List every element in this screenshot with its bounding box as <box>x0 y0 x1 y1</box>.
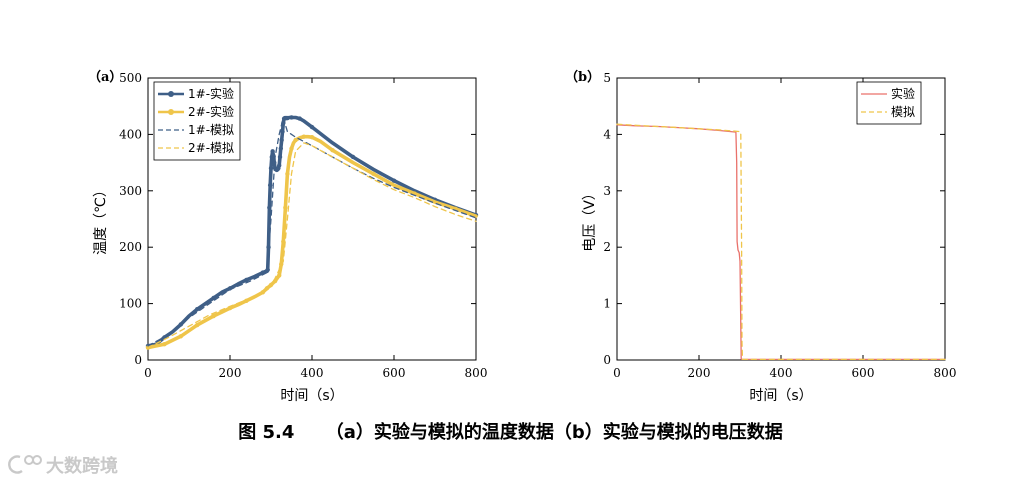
data-point-a-1 <box>178 334 183 339</box>
data-point-a-0 <box>278 146 284 151</box>
watermark-text: 大数跨境 <box>46 456 118 477</box>
data-point-a-1 <box>211 313 216 319</box>
watermark: 大数跨境 <box>8 452 118 478</box>
data-point-a-0 <box>244 277 249 283</box>
data-point-a-0 <box>391 178 397 183</box>
series-line-a-2 <box>147 116 477 347</box>
y-tick-label-b: 4 <box>603 127 611 141</box>
data-point-a-1 <box>281 239 286 244</box>
legend-label-a-0: 1#-实验 <box>188 86 234 101</box>
data-point-a-0 <box>270 149 275 154</box>
data-point-a-0 <box>289 115 294 120</box>
legend-label-a-1: 2#-实验 <box>188 104 234 119</box>
panel-label-a: （a） <box>88 69 122 85</box>
data-point-a-1 <box>195 322 200 328</box>
legend-marker-a-1 <box>168 109 174 115</box>
data-point-a-0 <box>279 137 284 143</box>
y-axis-label-a: 温度（℃） <box>93 183 109 255</box>
y-tick-label-b: 2 <box>603 240 611 254</box>
caption-text: （a）实验与模拟的温度数据（b）实验与模拟的电压数据 <box>325 422 783 443</box>
data-point-a-1 <box>283 205 288 210</box>
x-tick-label-b: 600 <box>852 366 875 380</box>
data-point-a-1 <box>289 146 294 151</box>
y-tick-label-a: 300 <box>119 184 142 198</box>
data-point-a-1 <box>293 137 298 143</box>
panel-a: 0 200 400 600 800 0 100 200 300 400 500 时间（s） 温度（℃） （… <box>88 69 487 404</box>
legend-label-a-2: 1#-模拟 <box>188 123 234 137</box>
data-point-a-0 <box>285 115 290 121</box>
x-tick-label-a: 600 <box>383 366 406 380</box>
caption-figure-number: 图 5.4 <box>238 422 295 443</box>
figure-caption: 图 5.4 （a）实验与模拟的温度数据（b）实验与模拟的电压数据 <box>0 418 1021 444</box>
y-tick-label-a: 0 <box>134 353 142 367</box>
legend-marker-a-0 <box>168 91 174 97</box>
data-point-a-1 <box>162 342 167 347</box>
watermark-logo-icon <box>8 455 42 474</box>
series-line-a-3 <box>147 142 477 349</box>
data-point-a-0 <box>267 182 273 188</box>
y-tick-label-b: 0 <box>603 353 611 367</box>
x-tick-label-a: 400 <box>301 366 324 380</box>
legend-label-a-3: 2#-模拟 <box>188 141 234 155</box>
x-tick-label-b: 400 <box>770 366 793 380</box>
data-point-a-1 <box>309 135 315 140</box>
y-tick-label-a: 200 <box>119 240 142 254</box>
data-point-a-0 <box>268 166 274 171</box>
y-tick-label-b: 5 <box>603 71 611 85</box>
x-tick-label-a: 200 <box>219 366 242 380</box>
legend-label-b-0: 实验 <box>891 86 915 101</box>
data-point-a-0 <box>309 124 315 130</box>
data-point-a-0 <box>277 154 283 160</box>
panel-label-b: （b） <box>565 69 600 85</box>
x-axis-label-b: 时间（s） <box>749 388 812 404</box>
y-tick-label-a: 500 <box>119 71 142 85</box>
y-tick-label-b: 3 <box>603 184 611 198</box>
data-point-a-1 <box>277 273 282 278</box>
data-point-a-1 <box>301 134 306 139</box>
data-point-a-0 <box>267 205 272 210</box>
data-point-a-0 <box>211 295 216 301</box>
data-point-a-1 <box>285 171 290 177</box>
data-point-a-0 <box>195 307 200 312</box>
x-tick-label-a: 800 <box>465 366 488 380</box>
y-tick-label-a: 100 <box>119 297 142 311</box>
data-point-a-0 <box>350 154 356 160</box>
data-point-a-0 <box>277 163 282 168</box>
x-tick-label-a: 0 <box>144 366 152 380</box>
series-line-b-1 <box>616 123 946 361</box>
legend-box-b <box>856 81 922 125</box>
y-tick-label-b: 1 <box>603 297 611 311</box>
series-line-a-1 <box>146 134 478 350</box>
y-axis-label-b: 电压（V） <box>582 186 598 252</box>
legend-label-b-1: 模拟 <box>891 105 915 119</box>
x-axis-label-a: 时间（s） <box>280 388 343 404</box>
y-tick-label-a: 400 <box>119 127 142 141</box>
x-tick-label-b: 0 <box>613 366 621 380</box>
data-point-a-0 <box>297 116 302 121</box>
x-tick-label-b: 800 <box>934 366 957 380</box>
x-tick-label-b: 200 <box>688 366 711 380</box>
series-line-b-0 <box>616 124 946 361</box>
data-point-a-0 <box>280 129 285 134</box>
data-point-a-1 <box>371 171 376 177</box>
data-point-a-1 <box>330 147 335 153</box>
